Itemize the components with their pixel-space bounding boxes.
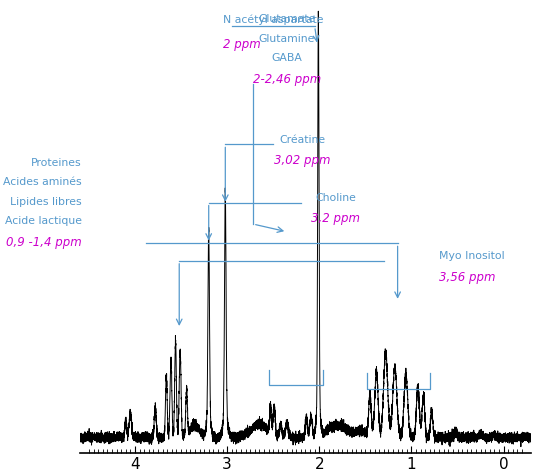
Text: N acétyl aspartate: N acétyl aspartate	[223, 14, 323, 25]
Text: 3,2 ppm: 3,2 ppm	[311, 212, 360, 226]
Text: Créatine: Créatine	[280, 135, 326, 145]
Text: 2 ppm: 2 ppm	[223, 38, 260, 51]
Text: Acides aminés: Acides aminés	[3, 178, 82, 188]
Text: 3,56 ppm: 3,56 ppm	[439, 271, 496, 284]
Text: 0,9 -1,4 ppm: 0,9 -1,4 ppm	[6, 236, 82, 249]
Text: Acide lactique: Acide lactique	[5, 216, 82, 226]
Text: Proteines: Proteines	[31, 158, 82, 168]
Text: Lipides libres: Lipides libres	[10, 197, 82, 207]
Text: 3,02 ppm: 3,02 ppm	[274, 154, 331, 167]
Text: Choline: Choline	[316, 193, 356, 203]
Text: Glutamine: Glutamine	[259, 34, 315, 44]
Text: Myo Inositol: Myo Inositol	[439, 251, 505, 261]
Text: GABA: GABA	[272, 53, 302, 63]
Text: Glutamate: Glutamate	[258, 14, 316, 24]
Text: 2-2,46 ppm: 2-2,46 ppm	[253, 73, 321, 86]
